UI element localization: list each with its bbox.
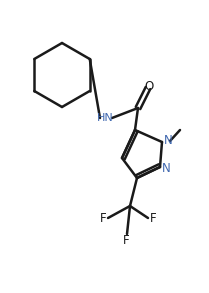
Text: N: N	[164, 134, 172, 147]
Text: F: F	[123, 234, 129, 246]
Text: HN: HN	[97, 113, 113, 123]
Text: N: N	[162, 161, 170, 175]
Text: F: F	[100, 212, 106, 226]
Text: O: O	[144, 79, 154, 93]
Text: F: F	[150, 212, 156, 226]
